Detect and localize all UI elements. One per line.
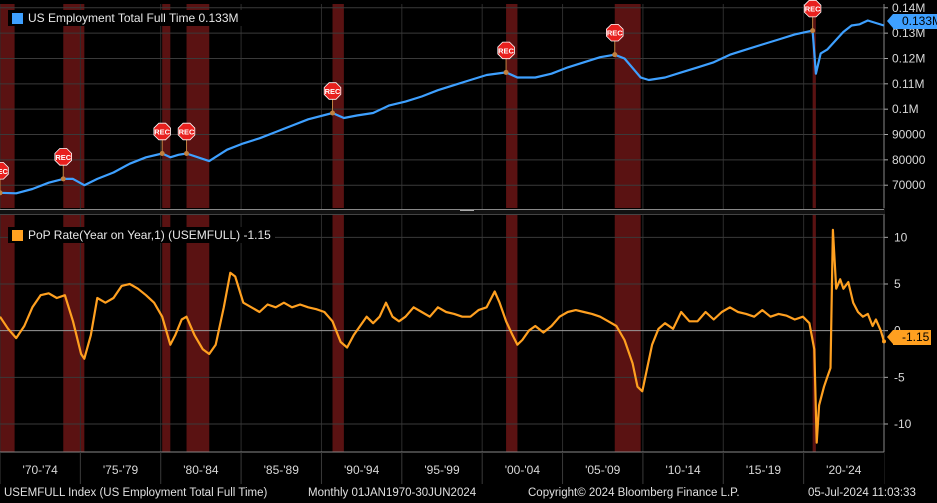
- top-y-tick-label-6: 0.13M: [892, 26, 925, 40]
- top-y-tick-label-5: 0.12M: [892, 51, 925, 65]
- rec-marker-label-4: REC: [325, 87, 341, 96]
- top-last-value-text: 0.133M: [902, 14, 937, 28]
- x-tick-label-7: '05-'09: [585, 463, 621, 477]
- employment-swatch: [12, 12, 23, 24]
- rec-point-7: [810, 28, 816, 34]
- rec-marker-label-1: REC: [55, 153, 71, 162]
- rec-marker-icon-6: [606, 23, 624, 42]
- employment-series-line: [0, 19, 885, 195]
- rec-marker-label-3: REC: [179, 128, 195, 137]
- bottom-last-value-text: -1.15: [902, 330, 930, 344]
- recession-band-bottom-0: [0, 214, 15, 452]
- rec-point-0: [0, 190, 3, 196]
- top-legend-label: US Employment Total Full Time 0.133M: [28, 11, 239, 25]
- x-axis-strip: [0, 452, 884, 484]
- recession-band-top-4: [332, 4, 344, 208]
- rec-marker-label-0: REC: [0, 167, 8, 176]
- rec-marker-icon-1: [54, 148, 72, 166]
- recession-band-top-1: [63, 4, 85, 208]
- x-tick-label-8: '10-'14: [665, 463, 701, 477]
- top-y-tick-label-7: 0.14M: [892, 1, 925, 15]
- footer-bar: USEMFULL Index (US Employment Total Full…: [0, 484, 937, 503]
- top-legend[interactable]: US Employment Total Full Time 0.133M: [8, 10, 243, 26]
- divider-grip-icon[interactable]: [460, 210, 474, 213]
- bottom-legend-label: PoP Rate(Year on Year,1) (USEMFULL) -1.1…: [28, 228, 271, 242]
- footer-timestamp: 05-Jul-2024 11:03:33: [808, 487, 916, 499]
- rec-point-4: [330, 110, 336, 116]
- bottom-last-value-tag: -1.15: [886, 330, 932, 345]
- rec-marker-label-6: REC: [607, 29, 623, 38]
- top-y-tick-label-1: 80000: [892, 153, 926, 167]
- rec-marker-icon-4: [323, 82, 342, 100]
- footer-ticker: USEMFULL Index (US Employment Total Full…: [4, 487, 268, 499]
- rec-marker-label-5: REC: [498, 46, 514, 55]
- bottom-legend[interactable]: PoP Rate(Year on Year,1) (USEMFULL) -1.1…: [8, 227, 275, 243]
- x-tick-label-10: '20-'24: [826, 463, 862, 477]
- rec-marker-icon-5: [497, 41, 515, 60]
- rec-point-2: [159, 151, 165, 157]
- rec-marker-icon-0: [0, 162, 9, 180]
- rec-point-3: [184, 151, 190, 157]
- recession-band-top-5: [506, 4, 518, 208]
- x-tick-label-5: '95-'99: [424, 463, 460, 477]
- rec-marker-icon-2: [153, 122, 171, 141]
- rec-point-1: [60, 176, 66, 182]
- recession-band-bottom-3: [186, 214, 210, 452]
- top-last-value-tag: 0.133M: [886, 14, 937, 29]
- pop-swatch: [12, 229, 23, 241]
- recession-band-bottom-1: [63, 214, 85, 452]
- x-tick-label-9: '15-'19: [746, 463, 782, 477]
- rec-marker-label-2: REC: [154, 128, 170, 137]
- x-tick-label-6: '00-'04: [505, 463, 541, 477]
- x-tick-label-3: '85-'89: [264, 463, 300, 477]
- rec-point-5: [503, 69, 509, 75]
- top-y-tick-label-0: 70000: [892, 178, 926, 192]
- pop-rate-series-line: [0, 228, 886, 444]
- x-tick-label-1: '75-'79: [103, 463, 139, 477]
- bottom-y-tick-label-1: -5: [894, 370, 905, 384]
- footer-copyright: Copyright© 2024 Bloomberg Finance L.P.: [528, 487, 740, 499]
- x-tick-label-4: '90-'94: [344, 463, 380, 477]
- recession-band-top-3: [186, 4, 210, 208]
- bottom-y-tick-label-4: 10: [894, 230, 908, 244]
- top-y-tick-label-2: 90000: [892, 128, 926, 142]
- x-tick-label-2: '80-'84: [183, 463, 219, 477]
- x-tick-label-0: '70-'74: [23, 463, 59, 477]
- rec-marker-icon-7: [803, 0, 822, 18]
- recession-band-top-0: [0, 4, 15, 208]
- recession-band-top-7: [812, 4, 816, 208]
- bottom-y-tick-label-3: 5: [894, 277, 901, 291]
- rec-marker-label-7: REC: [805, 5, 821, 14]
- bottom-y-tick-label-0: -10: [894, 417, 912, 431]
- top-y-tick-label-4: 0.11M: [892, 77, 924, 91]
- panel-divider[interactable]: [0, 209, 884, 215]
- recession-band-bottom-6: [614, 214, 641, 452]
- rec-point-6: [612, 52, 618, 58]
- top-y-tick-label-3: 0.1M: [892, 102, 919, 116]
- pop-last-point: [882, 339, 886, 344]
- recession-band-top-2: [162, 4, 171, 208]
- rec-marker-icon-3: [177, 122, 196, 141]
- footer-range: Monthly 01JAN1970-30JUN2024: [308, 487, 477, 499]
- recession-band-bottom-7: [812, 214, 816, 452]
